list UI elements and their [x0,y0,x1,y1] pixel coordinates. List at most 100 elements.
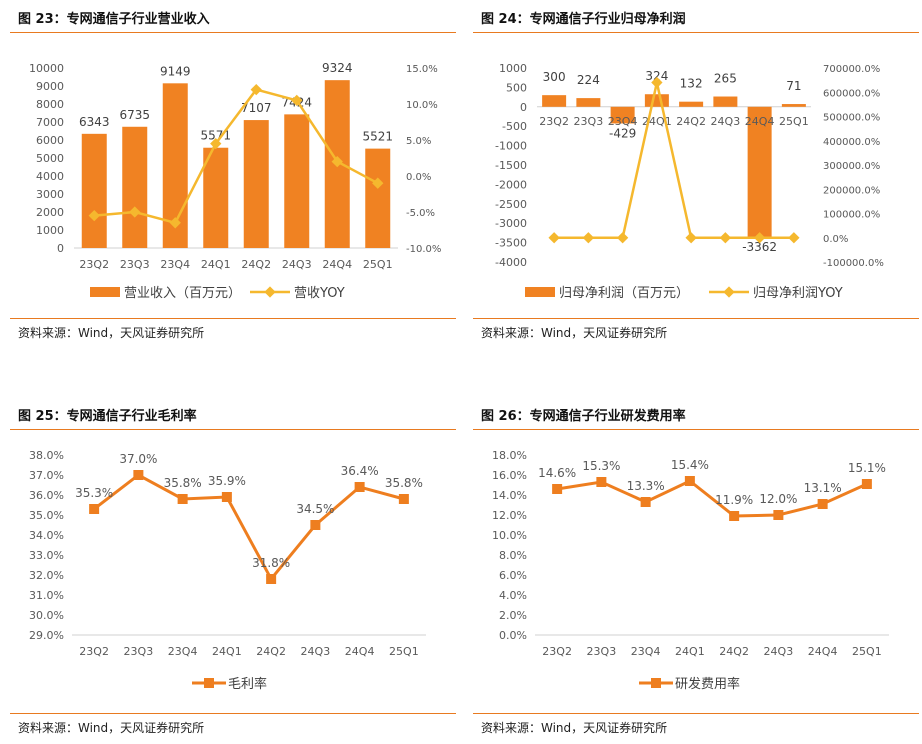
y-tick-label: 37.0% [29,469,64,482]
x-tick-label: 24Q4 [345,645,375,658]
divider [10,713,456,714]
y-tick-label: 0 [57,242,64,255]
data-label: 12.0% [759,492,797,506]
y2-tick-label: -10.0% [406,244,441,255]
x-tick-label: 23Q4 [608,115,638,128]
x-tick-label: 24Q3 [764,645,794,658]
line-marker [788,232,800,244]
data-label: 34.5% [296,502,334,516]
line-marker [616,232,629,244]
data-label: -3362 [742,240,777,254]
data-label: 300 [543,70,566,84]
data-label: 132 [680,77,703,91]
y-tick-label: 1000 [36,224,64,237]
x-tick-label: 23Q3 [124,645,154,658]
divider [10,32,456,33]
legend-swatch [525,287,555,297]
y2-tick-label: 500000.0% [823,113,880,124]
y-tick-label: -500 [502,120,527,133]
x-tick-label: 24Q4 [808,645,838,658]
y2-tick-label: 100000.0% [823,210,880,221]
x-tick-label: 24Q4 [745,115,775,128]
line-marker [221,492,232,502]
data-label: 265 [714,72,737,86]
legend-label: 毛利率 [228,676,267,692]
y-tick-label: 30.0% [29,609,64,622]
revenue-chart: 0 1000 2000 3000 4000 5000 6000 7000 8000 9000 100… [29,61,441,301]
rd-rate-chart: 0.0% 2.0% 4.0% 6.0% 8.0% 10.0% 12.0% 14.0% 16.0%… [492,449,889,692]
line-marker [640,497,651,507]
data-label: -429 [609,126,636,140]
y2-tick-label: -100000.0% [823,258,884,269]
y2-tick-label: 300000.0% [823,161,880,172]
x-tick-label: 24Q3 [711,115,741,128]
bar [679,101,704,107]
data-label: 7107 [241,101,272,115]
legend-marker [204,678,214,688]
line-marker [177,494,188,504]
divider [473,32,919,33]
y-tick-label: 5000 [36,152,64,165]
x-tick-label: 23Q2 [539,115,569,128]
y-tick-label: 36.0% [29,489,64,502]
y-tick-label: 6000 [36,134,64,147]
y-tick-label: 18.0% [492,449,527,462]
chart-title: 图 23：专网通信子行业营业收入 [18,12,210,27]
y-tick-label: -3500 [495,237,527,250]
series-line [93,473,405,582]
line-marker [684,476,695,486]
y-tick-label: 10000 [29,62,64,75]
chart-title: 图 26：专网通信子行业研发费用率 [481,409,686,424]
data-label: 15.1% [848,461,886,475]
data-label: 324 [645,69,668,83]
x-tick-label: 23Q2 [79,258,109,271]
line-marker [89,504,100,514]
y2-tick-label: 700000.0% [823,64,880,75]
chart-title: 图 25：专网通信子行业毛利率 [18,409,197,424]
chart-panel-net-profit: 图 24：专网通信子行业归母净利润 -4000 -3500 -3000 -2500 -2… [473,8,919,353]
x-tick-label: 23Q4 [168,645,198,658]
legend-label: 营收YOY [294,286,345,301]
line-marker [861,479,872,489]
line-marker [210,137,222,150]
x-tick-label: 23Q3 [587,645,617,658]
line-marker [310,520,321,530]
chart-panel-revenue: 图 23：专网通信子行业营业收入 0 1000 2000 3000 4000 5000 60… [10,8,456,353]
line-marker [331,155,343,168]
divider [10,318,456,319]
data-label: 31.8% [252,556,290,570]
bar [81,133,107,248]
data-label: 35.9% [208,474,246,488]
bar [644,94,669,107]
x-tick-label: 25Q1 [779,115,809,128]
bar [243,120,269,248]
legend-label: 归母净利润YOY [753,286,843,301]
data-label: 15.3% [582,459,620,473]
bar [610,106,635,124]
line-marker [685,232,697,244]
y2-tick-label: 400000.0% [823,137,880,148]
divider [473,429,919,430]
x-tick-label: 23Q2 [542,645,572,658]
y-tick-label: 4.0% [499,589,527,602]
bar [284,114,310,248]
x-tick-label: 25Q1 [852,645,882,658]
legend-marker [264,286,276,298]
series-line [556,479,868,518]
x-tick-label: 24Q1 [675,645,705,658]
legend-marker [651,678,661,688]
y-tick-label: 9000 [36,80,64,93]
x-tick-label: 24Q1 [201,258,231,271]
y2-tick-label: 0.0% [823,234,848,245]
x-tick-label: 23Q3 [574,115,604,128]
y-tick-label: 31.0% [29,589,64,602]
x-tick-label: 24Q2 [256,645,286,658]
data-label: 9149 [160,64,191,78]
data-label: 37.0% [119,452,157,466]
x-tick-label: 24Q2 [241,258,271,271]
y2-tick-label: 10.0% [406,100,438,111]
y-tick-label: 8.0% [499,549,527,562]
line-marker [817,499,828,509]
y-tick-label: 500 [506,81,527,94]
y-tick-label: 38.0% [29,449,64,462]
